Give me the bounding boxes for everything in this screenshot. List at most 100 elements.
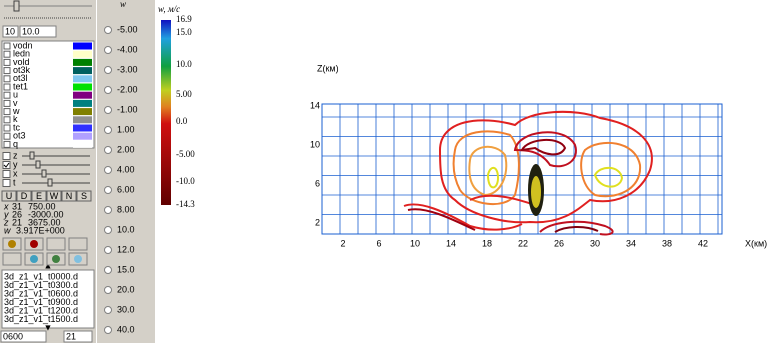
colorbar-label: 0.0 [176,116,188,126]
checkbox[interactable] [3,171,10,178]
radio-button[interactable] [105,307,112,314]
variable-swatch [73,141,92,148]
checkbox[interactable] [4,141,10,147]
tool-button[interactable] [69,238,87,250]
x-tick-label: 34 [626,238,636,248]
radio-button[interactable] [105,27,112,34]
radio-label: 2.00 [117,144,135,154]
x-tick-label: 2 [340,238,345,248]
radio-button[interactable] [105,67,112,74]
coord-value: 3.917E+000 [16,225,65,235]
colorbar-label: -10.0 [176,176,195,186]
radio-button[interactable] [105,267,112,274]
radio-label: 15.0 [117,264,135,274]
y-axis-label: Z(км) [317,63,339,73]
x-tick-label: 6 [376,238,381,248]
slider-thumb[interactable] [30,152,34,159]
checkbox[interactable] [4,125,10,131]
checkbox[interactable] [3,180,10,187]
x-tick-label: 26 [554,238,564,248]
radio-label: 8.00 [117,204,135,214]
radio-button[interactable] [105,207,112,214]
radio-label: -3.00 [117,64,138,74]
direction-label: U [6,191,13,201]
variable-name: q [13,139,18,149]
direction-label: S [81,191,87,201]
checkbox[interactable] [4,117,10,123]
checkbox[interactable] [4,51,10,57]
radio-button[interactable] [105,127,112,134]
colorbar-title: w, м/с [158,4,180,14]
checkbox[interactable] [4,84,10,90]
slider-thumb[interactable] [48,179,52,186]
radio-button[interactable] [105,247,112,254]
radio-label: -2.00 [117,84,138,94]
checkbox[interactable] [4,76,10,82]
variable-swatch [73,67,92,74]
colorbar-label: 16.9 [176,14,192,24]
radio-button[interactable] [105,87,112,94]
page: 10 10.0 ▲ ▼ 0600 21 w w, м/с vodnlednvol… [0,0,770,343]
variable-swatch [73,133,92,140]
radio-button[interactable] [105,107,112,114]
checkbox[interactable] [4,68,10,74]
icon [30,255,38,263]
tool-button[interactable] [47,238,65,250]
slider-thumb[interactable] [36,161,40,168]
direction-label: D [21,191,28,201]
checkbox[interactable] [3,153,10,160]
variable-swatch [73,75,92,82]
radio-label: -4.00 [117,44,138,54]
icon [30,240,38,248]
x-tick-label: 10 [410,238,420,248]
colorbar-label: 15.0 [176,27,192,37]
file-item[interactable]: 3d_z1_v1_t1500.d [4,314,78,324]
colorbar-label: -5.00 [176,149,195,159]
radio-button[interactable] [105,187,112,194]
variable-swatch [73,108,92,115]
radio-button[interactable] [105,147,112,154]
radio-button[interactable] [105,327,112,334]
radio-button[interactable] [105,287,112,294]
time-value: 0600 [3,331,23,341]
level-title: w [120,0,126,9]
radio-label: -5.00 [117,24,138,34]
direction-label: N [66,191,73,201]
icon [8,240,16,248]
icon [74,255,82,263]
checkbox[interactable] [4,100,10,106]
y-tick-label: 2 [315,217,320,227]
y-tick-label: 14 [310,100,320,110]
slider-thumb[interactable] [14,1,19,11]
checkbox[interactable] [4,59,10,65]
checkbox[interactable] [4,109,10,115]
checkbox[interactable] [4,43,10,49]
radio-label: 10.0 [117,224,135,234]
radio-button[interactable] [105,227,112,234]
radio-label: 1.00 [117,124,135,134]
variable-swatch [73,92,92,99]
radio-button[interactable] [105,47,112,54]
colorbar-label: 5.00 [176,89,192,99]
direction-label: E [36,191,42,201]
x-tick-label: 30 [590,238,600,248]
checkbox[interactable] [4,92,10,98]
level-value: 21 [66,331,76,341]
x-axis-label: X(км) [745,238,767,248]
x-tick-label: 42 [698,238,708,248]
checkbox[interactable] [4,133,10,139]
input-value: 10 [5,26,15,36]
x-tick-label: 22 [518,238,528,248]
x-tick-label: 18 [482,238,492,248]
object-core [531,176,541,208]
slider-thumb[interactable] [42,170,46,177]
variable-swatch [73,51,92,58]
variable-swatch [73,84,92,91]
tool-button[interactable] [3,253,21,265]
colorbar-label: 10.0 [176,59,192,69]
y-tick-label: 6 [315,178,320,188]
radio-label: 30.0 [117,304,135,314]
variable-swatch [73,43,92,50]
plot [322,104,722,234]
radio-button[interactable] [105,167,112,174]
